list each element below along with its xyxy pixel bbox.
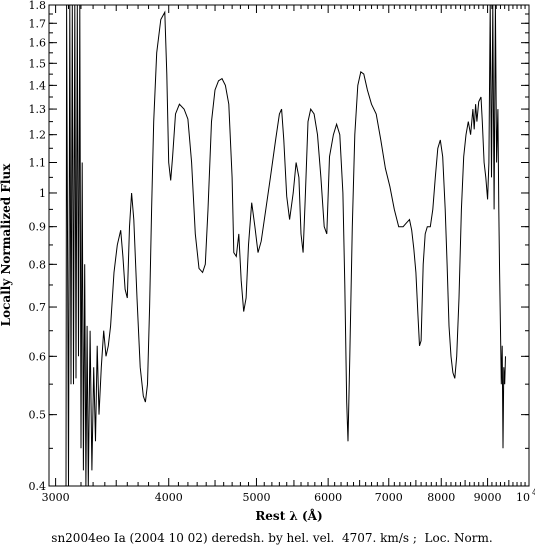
x-tick-label: 8000 [427, 491, 455, 504]
x-tick-label: 6000 [314, 491, 342, 504]
chart-caption: sn2004eo Ia (2004 10 02) deredsh. by hel… [51, 531, 492, 545]
y-tick-label: 1.2 [29, 129, 47, 142]
x-tick-label: 7000 [375, 491, 403, 504]
y-tick-label: 0.8 [29, 258, 47, 271]
y-tick-label: 0.6 [29, 350, 47, 363]
x-tick-label: 3000 [42, 491, 70, 504]
y-tick-label: 1.8 [29, 0, 47, 12]
y-tick-label: 0.5 [29, 409, 47, 422]
x-tick-label: 4000 [155, 491, 183, 504]
axis-tick-labels: 0.4 0.5 0.6 0.7 0.8 0.9 1 1.1 1.2 1.3 1.4 1.5 1.6 1.7… [29, 0, 535, 504]
y-tick-label: 0.9 [29, 221, 47, 234]
y-axis-title: Locally Normalized Flux [0, 163, 13, 326]
x-tick-label: 5000 [242, 491, 270, 504]
y-tick-label: 1 [39, 187, 46, 200]
x-end-label-exponent: 4 [532, 488, 535, 497]
series-line [65, 5, 506, 486]
y-tick-label: 1.7 [29, 17, 47, 30]
y-tick-label: 1.5 [29, 57, 47, 70]
y-tick-label: 1.4 [29, 79, 47, 92]
y-tick-label: 1.1 [29, 156, 47, 169]
y-tick-label: 1.6 [29, 37, 47, 50]
y-tick-label: 0.4 [29, 480, 47, 493]
x-tick-label: 9000 [474, 491, 502, 504]
y-tick-label: 0.7 [29, 301, 47, 314]
y-tick-label: 1.3 [29, 103, 47, 116]
plot-frame [48, 4, 530, 487]
x-end-label-base: 10 [516, 491, 530, 504]
axis-ticks [49, 4, 529, 487]
x-axis-title: Rest λ (Å) [255, 508, 322, 523]
